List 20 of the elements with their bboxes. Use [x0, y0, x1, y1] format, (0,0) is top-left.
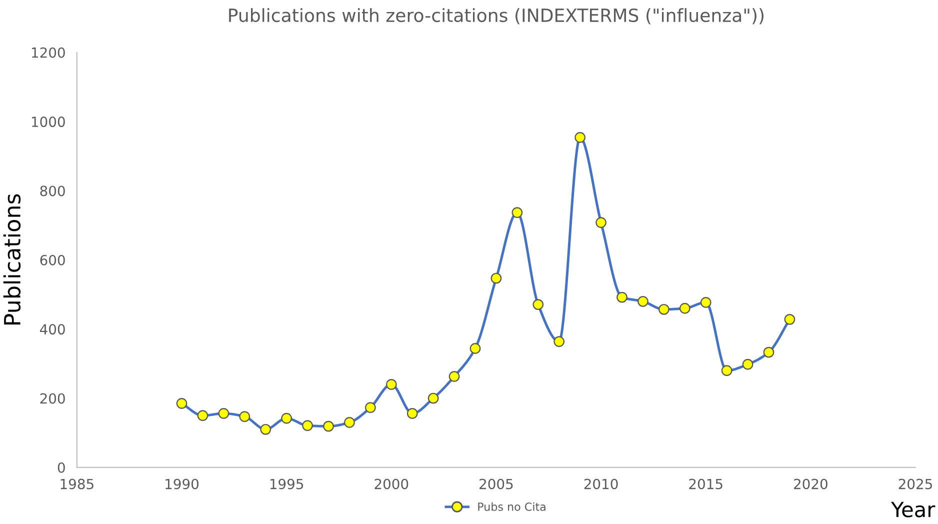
x-tick-label: 2000	[374, 478, 408, 490]
y-tick-label: 0	[58, 462, 65, 473]
x-tick-label: 2020	[794, 478, 828, 490]
y-tick-label: 1200	[32, 47, 65, 58]
y-tick-label: 1000	[32, 116, 65, 128]
x-axis-title: Year	[891, 502, 936, 518]
x-tick-label: 2005	[480, 478, 513, 490]
x-tick-label: 2025	[898, 478, 932, 490]
x-tick-label: 2010	[584, 478, 618, 490]
y-tick-label: 600	[40, 254, 65, 266]
x-tick-label: 1985	[60, 478, 94, 490]
y-axis-title: Publications	[3, 194, 21, 324]
x-tick-label: 2015	[689, 478, 722, 490]
x-tick-label: 1995	[270, 478, 304, 490]
y-tick-label: 800	[40, 186, 65, 196]
legend-label: Pubs no Cita	[478, 502, 546, 511]
chart-title: Publications with zero-citations (INDEXTERMS ("influenza"))	[229, 8, 764, 24]
y-tick-label: 400	[40, 324, 65, 335]
y-tick-label: 200	[40, 393, 65, 404]
x-tick-label: 1990	[166, 478, 198, 490]
